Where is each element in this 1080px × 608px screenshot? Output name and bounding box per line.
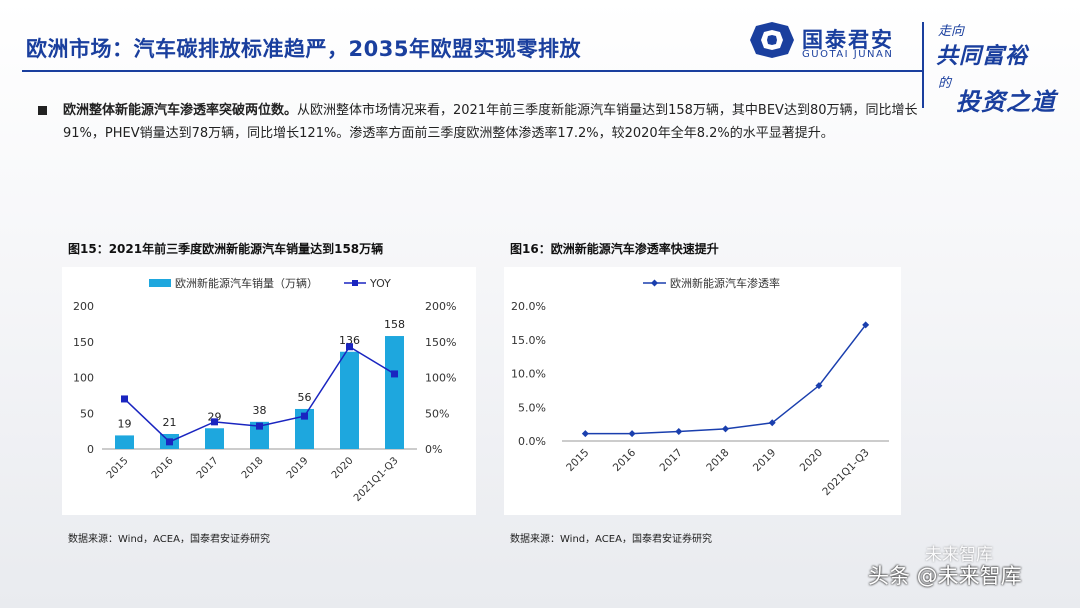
y-tick-label: 10.0% xyxy=(511,368,546,381)
page-title: 欧洲市场：汽车碳排放标准趋严，2035年欧盟实现零排放 xyxy=(26,37,581,61)
x-tick-label: 2021Q1-Q3 xyxy=(352,455,401,504)
x-tick-label: 2016 xyxy=(611,446,639,474)
y-tick-label: 20.0% xyxy=(511,300,546,313)
bar-data-label: 38 xyxy=(253,404,267,417)
penetration-line xyxy=(585,324,867,435)
yoy-marker xyxy=(166,438,173,446)
yoy-marker xyxy=(301,412,308,420)
slogan-line-4: 投资之道 xyxy=(956,87,1056,116)
x-tick-label: 2017 xyxy=(195,455,221,481)
yoy-marker xyxy=(256,422,263,430)
y-left-tick-label: 200 xyxy=(73,300,94,313)
legend-marker-yoy xyxy=(352,280,358,286)
legend-swatch-sales xyxy=(149,279,171,287)
sales-bar-chart: 欧洲新能源汽车销量（万辆） YOY 0 50 100 150 200 0% 50% 100% 150… xyxy=(73,276,456,504)
logo-text-cn: 国泰君安 xyxy=(802,28,894,52)
watermark: 头条 @未来智库 xyxy=(868,564,1022,588)
y-left-tick-label: 50 xyxy=(80,407,94,420)
bar xyxy=(250,421,269,449)
y-right-tick-label: 0% xyxy=(425,443,442,456)
penetration-marker xyxy=(815,382,823,390)
bar-data-label: 19 xyxy=(118,417,132,430)
chart-panel-left: 欧洲新能源汽车销量（万辆） YOY 0 50 100 150 200 0% 50% 100% 150… xyxy=(62,267,476,515)
bar xyxy=(295,408,314,449)
bullet-square-icon xyxy=(38,106,47,115)
legend-label-yoy: YOY xyxy=(369,277,391,290)
x-tick-label: 2021Q1-Q3 xyxy=(820,447,871,498)
guotai-junan-logo: 国泰君安 GUOTAI JUNAN xyxy=(750,22,910,62)
x-tick-label: 2017 xyxy=(658,447,685,474)
slogan: 走向 共同富裕 的 投资之道 xyxy=(936,20,1056,120)
y-right-tick-label: 100% xyxy=(425,372,456,385)
y-right-tick-label: 200% xyxy=(425,300,456,313)
logo-text-en: GUOTAI JUNAN xyxy=(802,49,894,60)
slogan-line-1: 走向 xyxy=(938,24,965,39)
y-left-tick-label: 150 xyxy=(73,336,94,349)
slogan-line-2: 共同富裕 xyxy=(936,43,1029,69)
bar xyxy=(115,435,134,449)
legend-marker-penetration xyxy=(651,279,658,287)
penetration-marker xyxy=(862,321,870,329)
penetration-marker xyxy=(768,419,776,427)
y-left-tick-label: 100 xyxy=(73,372,94,385)
chart-title-left: 图15：2021年前三季度欧洲新能源汽车销量达到158万辆 xyxy=(68,242,384,256)
x-tick-label: 2020 xyxy=(330,455,356,481)
bullet-paragraph: 欧洲整体新能源汽车渗透率突破两位数。从欧洲整体市场情况来看，2021年前三季度新… xyxy=(38,99,918,145)
source-left: 数据来源：Wind，ACEA，国泰君安证券研究 xyxy=(68,534,270,545)
bar xyxy=(385,336,404,449)
x-tick-label: 2018 xyxy=(240,455,266,481)
bar-data-label: 136 xyxy=(339,334,360,347)
slogan-line-3: 的 xyxy=(938,76,952,91)
y-right-tick-label: 150% xyxy=(425,336,456,349)
x-tick-label: 2016 xyxy=(150,455,176,481)
y-tick-label: 0.0% xyxy=(518,435,546,448)
x-tick-label: 2015 xyxy=(564,447,591,474)
penetration-line-chart: 欧洲新能源汽车渗透率 0.0% 5.0% 10.0% 15.0% 20.0% 2015 201… xyxy=(511,276,889,498)
bar-data-label: 56 xyxy=(298,391,312,404)
legend-label-sales: 欧洲新能源汽车销量（万辆） xyxy=(175,276,318,290)
bar-data-label: 158 xyxy=(384,318,405,331)
chart-panel-right: 欧洲新能源汽车渗透率 0.0% 5.0% 10.0% 15.0% 20.0% 2015 201… xyxy=(504,267,901,515)
yoy-marker xyxy=(211,418,218,426)
chart-title-right: 图16：欧洲新能源汽车渗透率快速提升 xyxy=(510,242,719,256)
x-tick-label: 2019 xyxy=(751,447,778,474)
bullet-text: 欧洲整体新能源汽车渗透率突破两位数。从欧洲整体市场情况来看，2021年前三季度新… xyxy=(63,99,918,145)
penetration-marker xyxy=(581,430,589,438)
header-divider xyxy=(922,22,924,108)
yoy-marker xyxy=(346,343,353,351)
title-underline xyxy=(22,70,922,72)
watermark-faint: 未来智库 xyxy=(925,545,993,565)
penetration-marker xyxy=(722,425,729,433)
x-tick-label: 2019 xyxy=(285,455,311,481)
x-tick-label: 2020 xyxy=(798,447,825,474)
y-tick-label: 15.0% xyxy=(511,334,546,347)
logo-mark-icon xyxy=(750,22,794,58)
penetration-marker xyxy=(628,430,636,438)
source-right: 数据来源：Wind，ACEA，国泰君安证券研究 xyxy=(510,534,712,545)
bar xyxy=(340,351,359,449)
bar-data-label: 21 xyxy=(163,416,177,429)
y-tick-label: 5.0% xyxy=(518,401,546,414)
header: 欧洲市场：汽车碳排放标准趋严，2035年欧盟实现零排放 xyxy=(0,0,1080,78)
x-tick-label: 2018 xyxy=(704,447,731,474)
penetration-marker xyxy=(675,428,683,436)
bar xyxy=(205,428,224,449)
yoy-marker xyxy=(121,395,128,403)
legend-label-penetration: 欧洲新能源汽车渗透率 xyxy=(670,276,780,290)
y-left-tick-label: 0 xyxy=(87,443,94,456)
yoy-marker xyxy=(391,370,398,378)
y-right-tick-label: 50% xyxy=(425,407,449,420)
bullet-bold-lead: 欧洲整体新能源汽车渗透率突破两位数。 xyxy=(63,103,298,118)
x-tick-label: 2015 xyxy=(105,455,131,481)
bullet-body: 从欧洲整体市场情况来看，2021年前三季度新能源汽车销量达到158万辆，其中BE… xyxy=(63,103,918,141)
